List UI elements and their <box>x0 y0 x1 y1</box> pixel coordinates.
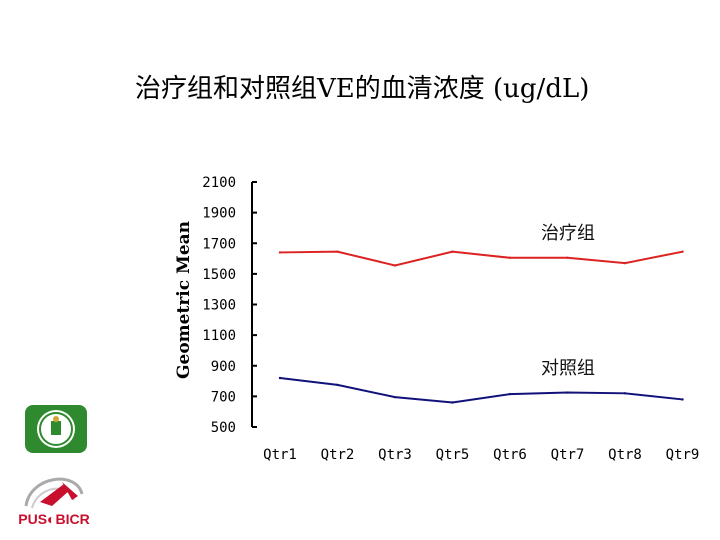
x-tick-label: Qtr1 <box>263 447 297 463</box>
data-point <box>278 251 282 254</box>
data-point <box>336 383 339 387</box>
x-tick-label: Qtr5 <box>436 447 470 463</box>
data-point <box>451 250 454 253</box>
x-axis-labels: Qtr1 Qtr2 Qtr3 Qtr5 Qtr6 Qtr7 Qtr8 Qtr9 <box>263 447 699 463</box>
y-tick-label: 2100 <box>202 175 236 191</box>
data-point <box>566 391 569 394</box>
y-axis: 2100 1900 1700 1500 1300 1100 900 700 500 <box>202 175 257 436</box>
data-point <box>508 392 512 396</box>
data-point <box>508 256 512 259</box>
series-line <box>279 377 683 404</box>
data-point <box>681 250 684 253</box>
x-tick-label: Qtr8 <box>608 447 642 463</box>
data-point <box>393 264 397 267</box>
data-point <box>566 256 569 259</box>
y-tick-label: 1700 <box>202 236 236 252</box>
y-tick-label: 500 <box>211 420 236 436</box>
x-tick-label: Qtr2 <box>321 447 355 463</box>
y-tick-label: 1500 <box>202 267 236 283</box>
data-point <box>451 401 454 404</box>
data-point <box>278 376 282 380</box>
series-label: 治疗组 <box>541 223 595 244</box>
y-tick-label: 1100 <box>202 328 236 344</box>
pus-bicr-logo: PUS◐BICR <box>18 462 90 528</box>
y-tick-label: 700 <box>211 389 236 405</box>
y-tick-label: 1900 <box>202 206 236 222</box>
x-tick-label: Qtr3 <box>378 447 412 463</box>
data-point <box>623 261 627 265</box>
page-title: 治疗组和对照组VE的血清浓度 (ug/dL) <box>135 74 590 104</box>
y-tick-label: 900 <box>211 359 236 375</box>
data-point <box>623 392 627 395</box>
data-point <box>336 250 339 253</box>
x-tick-label: Qtr9 <box>666 447 700 463</box>
svg-text:PUS◐BICR: PUS◐BICR <box>18 511 89 527</box>
y-tick-label: 1300 <box>202 298 236 314</box>
x-tick-label: Qtr6 <box>493 447 527 463</box>
data-point <box>393 395 397 399</box>
x-tick-label: Qtr7 <box>551 447 585 463</box>
data-point <box>681 398 684 401</box>
series-line <box>279 250 683 267</box>
series-label: 对照组 <box>541 358 595 379</box>
university-seal-logo <box>25 405 87 453</box>
y-axis-label: Geometric Mean <box>174 221 194 379</box>
